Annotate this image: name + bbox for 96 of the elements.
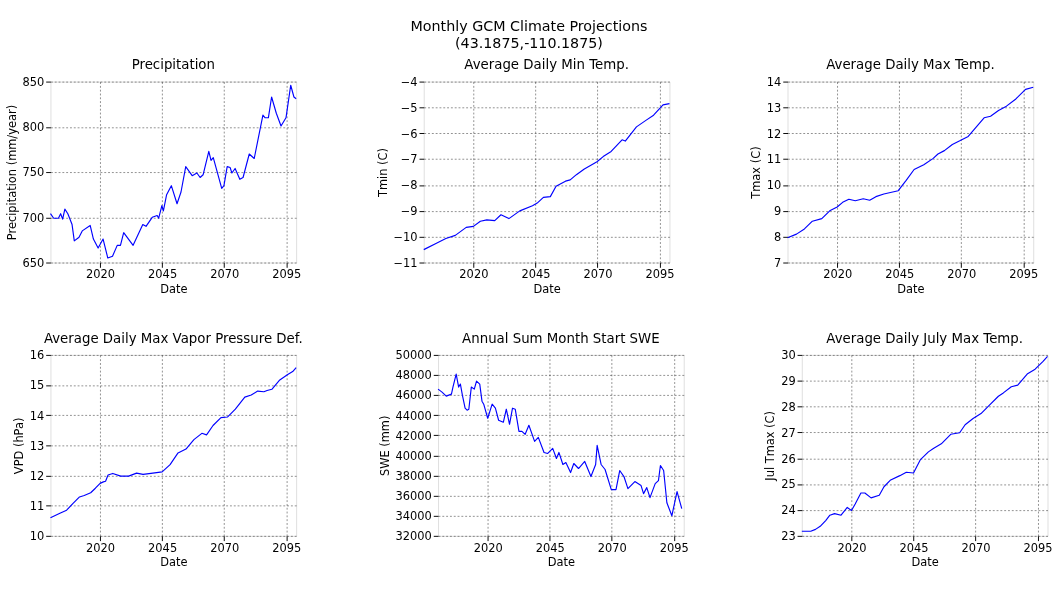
line-series [49,367,297,519]
y-tick-label: 750 [22,165,45,180]
y-tick-label: −9 [400,204,418,219]
y-tick-label: 32000 [395,529,432,544]
y-tick-label: 29 [781,374,796,389]
y-tick-label: 15 [29,378,45,393]
chart-title: Average Daily Min Temp. [464,57,629,73]
x-tick-label: 2095 [272,267,302,282]
x-tick-label: 2045 [885,267,915,282]
y-tick-label: 27 [781,425,796,440]
line-series [423,103,671,251]
y-tick-label: 7 [774,255,782,270]
y-tick-label: 14 [766,74,782,89]
x-tick-label: 2020 [823,267,853,282]
y-tick-label: 36000 [395,488,432,503]
x-tick-label: 2070 [961,540,991,555]
x-tick-label: 2095 [1009,267,1039,282]
x-tick-label: 2045 [148,267,178,282]
y-tick-label: 34000 [395,509,432,524]
y-tick-label: 9 [774,204,782,219]
text: Monthly GCM Climate Projections [410,17,648,34]
y-tick-label: 11 [766,152,782,167]
x-tick-label: 2045 [521,267,551,282]
y-tick-label: −11 [393,255,418,270]
chart-title: Precipitation [131,57,215,73]
y-tick-label: −5 [400,100,418,115]
y-tick-label: 11 [29,498,45,513]
x-axis-title: Date [160,554,188,569]
y-tick-label: 13 [29,438,45,453]
x-tick-label: 2020 [837,540,867,555]
chart-title: Average Daily Max Temp. [826,57,995,73]
y-axis-title: SWE (mm) [377,415,392,477]
y-tick-label: −8 [400,178,418,193]
x-axis-title: Date [897,281,925,296]
x-axis-title: Date [160,281,188,296]
x-tick-label: 2095 [272,540,302,555]
line-series [801,355,1049,532]
x-tick-label: 2095 [1023,540,1053,555]
y-tick-label: 26 [781,451,796,466]
y-tick-label: 38000 [395,468,432,483]
x-tick-label: 2045 [899,540,929,555]
x-axis-title: Date [547,554,576,569]
y-tick-label: 25 [781,477,796,492]
y-tick-label: 850 [22,74,45,89]
y-tick-label: 12 [766,126,782,141]
y-tick-label: −7 [400,152,418,167]
line-series [786,86,1034,239]
x-tick-label: 2070 [210,267,240,282]
line-series [437,373,683,517]
y-tick-label: 48000 [395,368,432,383]
x-tick-label: 2095 [659,540,689,555]
y-tick-label: 50000 [395,348,432,363]
y-axis-title: Jul Tmax (C) [763,411,778,482]
y-tick-label: −6 [400,126,418,141]
chart-title: Average Daily July Max Temp. [826,330,1024,346]
x-tick-label: 2020 [459,267,489,282]
x-tick-label: 2045 [148,540,178,555]
y-tick-label: −4 [400,74,418,89]
y-tick-label: 13 [766,100,782,115]
y-tick-label: 24 [781,503,796,518]
y-tick-label: 40000 [395,448,432,463]
x-tick-label: 2045 [535,540,565,555]
x-tick-label: 2070 [583,267,613,282]
text: (43.1875,-110.1875) [455,34,603,51]
x-tick-label: 2070 [597,540,627,555]
y-tick-label: 12 [29,468,45,483]
y-tick-label: 44000 [395,408,432,423]
x-axis-title: Date [911,554,939,569]
x-tick-label: 2095 [645,267,675,282]
x-tick-label: 2070 [210,540,240,555]
y-tick-label: 23 [781,529,796,544]
y-axis-title: VPD (hPa) [12,417,27,475]
chart-title: Annual Sum Month Start SWE [462,330,660,346]
x-tick-label: 2070 [947,267,977,282]
y-axis-title: Tmax (C) [749,146,764,200]
y-axis-title: Precipitation (mm/year) [4,104,19,241]
y-axis-title: Tmin (C) [375,148,390,199]
y-tick-label: 28 [781,399,796,414]
x-tick-label: 2020 [86,540,116,555]
y-tick-label: 42000 [395,428,432,443]
chart-title: Average Daily Max Vapor Pressure Def. [43,330,303,346]
x-tick-label: 2020 [86,267,116,282]
y-tick-label: 16 [29,348,45,363]
y-tick-label: −10 [393,229,418,244]
y-tick-label: 46000 [395,388,432,403]
y-tick-label: 10 [766,178,782,193]
x-tick-label: 2020 [473,540,503,555]
y-tick-label: 650 [22,255,45,270]
y-tick-label: 800 [22,120,45,135]
y-tick-label: 10 [29,529,45,544]
x-axis-title: Date [533,281,561,296]
y-tick-label: 8 [774,229,782,244]
y-tick-label: 30 [781,348,796,363]
line-series [49,84,297,259]
y-tick-label: 700 [22,210,45,225]
y-tick-label: 14 [29,408,45,423]
